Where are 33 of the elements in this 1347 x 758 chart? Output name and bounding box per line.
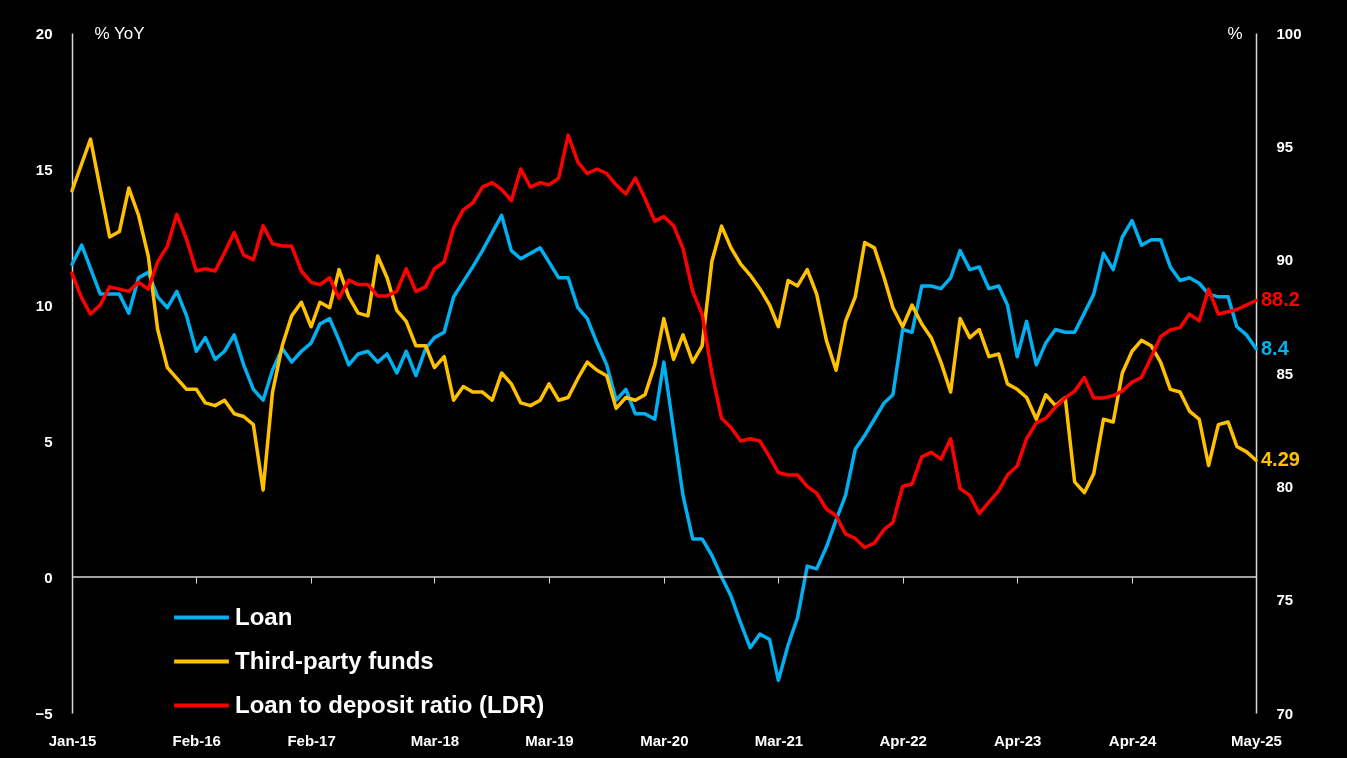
y2-tick-label: 75 <box>1276 591 1294 609</box>
x-tick-label: May-25 <box>1231 731 1282 749</box>
data-label: 4.29 <box>1261 448 1300 471</box>
y2-tick-label: 85 <box>1276 364 1294 382</box>
y2-tick-label: 90 <box>1276 251 1294 269</box>
y-tick-label: 15 <box>35 160 53 178</box>
x-tick-label: Mar-20 <box>640 731 689 749</box>
x-tick-label: Mar-19 <box>525 731 574 749</box>
y-tick-label: 5 <box>44 432 53 450</box>
x-tick-label: Apr-22 <box>879 731 927 749</box>
y-axis-title: % YoY <box>94 23 145 43</box>
legend-label: Loan <box>235 602 293 630</box>
y-tick-label: 20 <box>35 24 53 42</box>
data-label: 8.4 <box>1261 336 1290 359</box>
x-tick-label: Apr-23 <box>993 731 1042 749</box>
line-series <box>70 213 1258 683</box>
legend-label: Loan to deposit ratio (LDR) <box>235 690 545 718</box>
y-tick-label: 0 <box>44 568 53 586</box>
x-tick-label: Feb-17 <box>287 731 336 749</box>
x-tick-label: Mar-21 <box>754 731 804 749</box>
legend-label: Third-party funds <box>235 646 434 674</box>
y2-tick-label: 95 <box>1276 137 1294 155</box>
x-tick-label: Mar-18 <box>410 731 460 749</box>
y-tick-label: 10 <box>35 296 53 314</box>
x-tick-label: Jan-15 <box>48 731 97 749</box>
y2-tick-label: 70 <box>1276 704 1294 722</box>
y2-tick-label: 80 <box>1276 477 1294 495</box>
y2-tick-label: 100 <box>1276 24 1302 42</box>
x-tick-label: Apr-24 <box>1108 731 1157 749</box>
y-tick-label: −5 <box>35 704 53 722</box>
x-tick-label: Feb-16 <box>172 731 221 749</box>
y2-axis-title: % <box>1227 23 1243 43</box>
data-label: 88.2 <box>1261 288 1300 311</box>
